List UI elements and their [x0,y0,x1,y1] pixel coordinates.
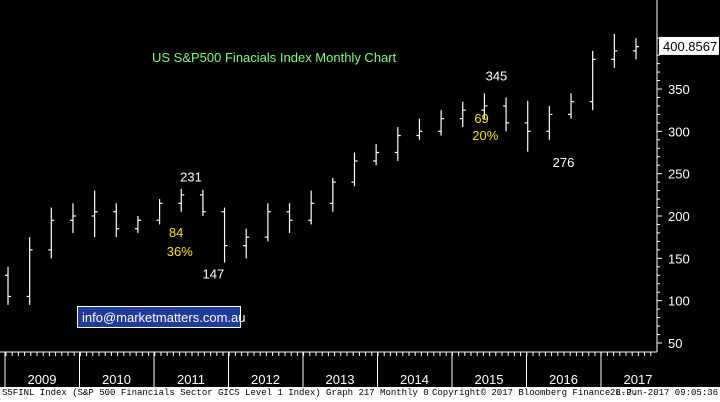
x-tick-label: 2011 [177,372,205,387]
chart-annotation: 36% [167,244,193,259]
chart-annotation: 231 [180,169,202,184]
x-tick-label: 2013 [326,372,355,387]
last-value-label: 400.8567 [663,39,717,54]
last-value-box [659,36,719,55]
chart-annotation: 84 [169,225,183,240]
footer-security: S5FINL Index (S&P 500 Financials Sector … [2,388,429,398]
x-tick-label: 2014 [400,372,429,387]
y-tick-label: 100 [668,294,690,309]
chart-annotation: 20% [472,128,498,143]
footer-copyright: Copyright© 2017 Bloomberg Finance L.P. [432,388,638,398]
x-tick-label: 2017 [624,372,653,387]
x-tick-label: 2010 [102,372,131,387]
footer-timestamp: 28-Jun-2017 09:05:36 [610,388,719,398]
chart-annotation: 276 [553,155,575,170]
x-tick-label: 2009 [28,372,57,387]
chart-annotation: 69 [474,111,488,126]
y-tick-label: 250 [668,167,690,182]
y-tick-label: 200 [668,209,690,224]
y-tick-label: 350 [668,82,690,97]
chart-title: US S&P500 Finacials Index Monthly Chart [152,50,397,65]
x-tick-label: 2012 [251,372,280,387]
y-tick-label: 300 [668,124,690,139]
chart-annotation: 147 [202,267,224,282]
chart-annotation: 345 [486,69,508,84]
email-text: info@marketmatters.com.au [82,310,246,325]
x-tick-label: 2015 [475,372,504,387]
email-watermark: info@marketmatters.com.au [77,306,245,328]
footer-bar: S5FINL Index (S&P 500 Financials Sector … [0,387,720,402]
y-tick-label: 50 [668,336,682,351]
y-tick-label: 150 [668,251,690,266]
x-tick-label: 2016 [549,372,578,387]
